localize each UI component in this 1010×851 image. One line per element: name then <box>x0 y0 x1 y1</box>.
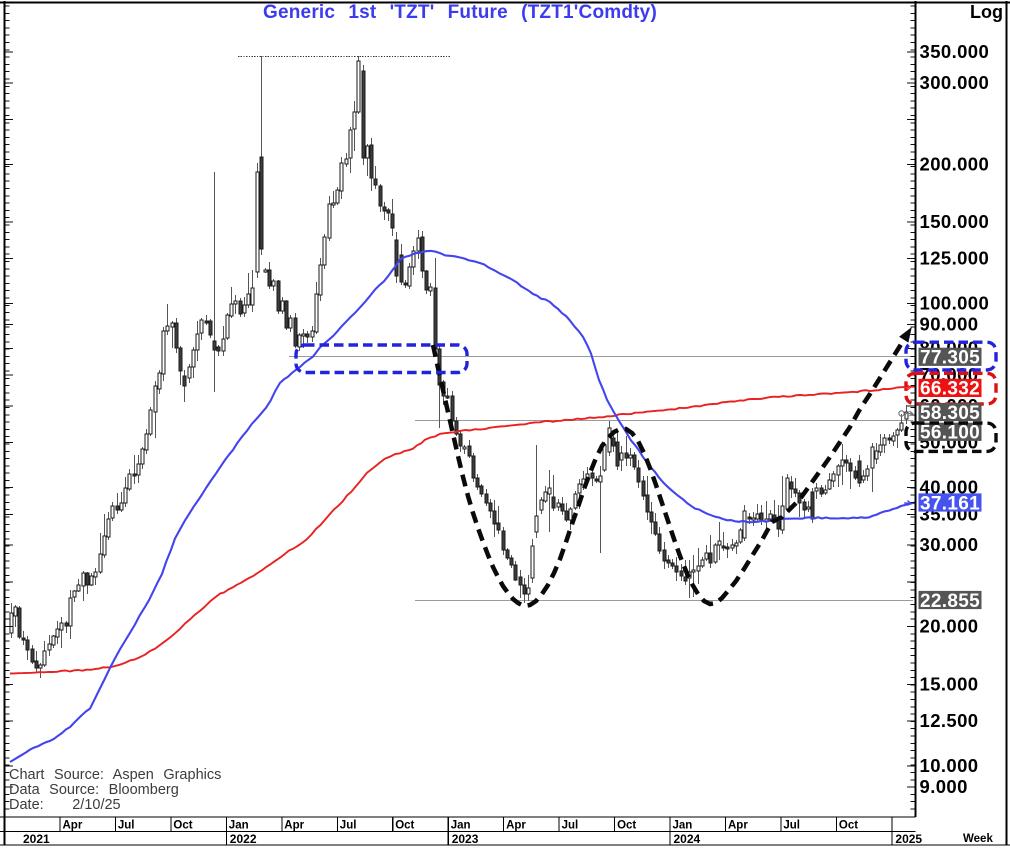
svg-text:90.000: 90.000 <box>920 314 979 335</box>
svg-text:77.305: 77.305 <box>920 348 980 369</box>
svg-text:Week: Week <box>963 833 993 845</box>
svg-text:Jul: Jul <box>340 820 357 832</box>
svg-text:Oct: Oct <box>839 820 858 832</box>
svg-text:150.000: 150.000 <box>920 211 990 232</box>
svg-text:10.000: 10.000 <box>920 755 979 776</box>
svg-text:2024: 2024 <box>674 832 701 846</box>
svg-text:Chart Source: Aspen Graphics: Chart Source: Aspen Graphics <box>9 767 221 783</box>
svg-text:Date: 2/10/25: Date: 2/10/25 <box>9 797 121 813</box>
svg-text:2021: 2021 <box>23 832 50 846</box>
svg-text:Log: Log <box>970 2 1003 22</box>
svg-text:125.000: 125.000 <box>920 248 990 269</box>
svg-text:Apr: Apr <box>284 820 304 832</box>
svg-text:Jul: Jul <box>118 820 135 832</box>
svg-text:Apr: Apr <box>728 820 748 832</box>
svg-text:Jul: Jul <box>783 820 800 832</box>
svg-text:22.855: 22.855 <box>920 591 980 612</box>
svg-text:2022: 2022 <box>230 832 257 846</box>
svg-text:300.000: 300.000 <box>920 72 990 93</box>
svg-text:56.100: 56.100 <box>920 423 980 444</box>
svg-text:Oct: Oct <box>395 820 414 832</box>
svg-text:200.000: 200.000 <box>920 153 990 174</box>
svg-text:Jul: Jul <box>562 820 579 832</box>
svg-text:100.000: 100.000 <box>920 293 990 314</box>
svg-text:Data Source: Bloomberg: Data Source: Bloomberg <box>9 782 179 798</box>
svg-text:Apr: Apr <box>63 820 83 832</box>
svg-text:30.000: 30.000 <box>920 534 979 555</box>
svg-text:66.332: 66.332 <box>920 379 980 400</box>
svg-text:20.000: 20.000 <box>920 616 979 637</box>
svg-text:2023: 2023 <box>452 832 479 846</box>
svg-text:15.000: 15.000 <box>920 673 979 694</box>
svg-text:12.500: 12.500 <box>920 710 979 731</box>
svg-text:Apr: Apr <box>506 820 526 832</box>
svg-text:2025: 2025 <box>895 832 922 846</box>
svg-text:Jan: Jan <box>451 820 471 832</box>
svg-text:58.305: 58.305 <box>920 403 980 424</box>
svg-text:Jan: Jan <box>229 820 249 832</box>
svg-text:37.161: 37.161 <box>920 493 980 514</box>
svg-text:Generic 1st 'TZT' Future (TZT1: Generic 1st 'TZT' Future (TZT1'Comdty) <box>263 2 657 23</box>
svg-text:40.000: 40.000 <box>920 476 979 497</box>
svg-text:350.000: 350.000 <box>920 41 990 62</box>
svg-text:Jan: Jan <box>673 820 693 832</box>
svg-text:Oct: Oct <box>617 820 636 832</box>
svg-text:9.000: 9.000 <box>920 776 968 797</box>
svg-text:Oct: Oct <box>173 820 192 832</box>
